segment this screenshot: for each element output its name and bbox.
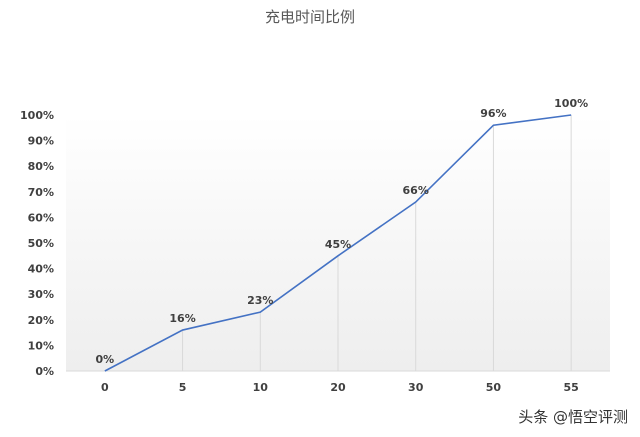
x-tick-label: 5 — [179, 381, 187, 394]
y-tick-label: 60% — [28, 211, 54, 224]
y-tick-label: 30% — [28, 288, 54, 301]
x-tick-label: 0 — [101, 381, 109, 394]
data-labels: 0% 16% 23% 45% 66% 96% 100% — [96, 97, 589, 366]
data-label: 16% — [169, 312, 195, 325]
x-tick-label: 30 — [408, 381, 424, 394]
data-label: 96% — [480, 107, 506, 120]
y-tick-label: 100% — [20, 109, 54, 122]
data-label: 66% — [403, 184, 429, 197]
y-tick-label: 80% — [28, 160, 54, 173]
watermark: 头条 @悟空评测 — [518, 408, 628, 426]
y-axis: 0% 10% 20% 30% 40% 50% 60% 70% 80% 90% 100% — [20, 109, 54, 378]
data-label: 23% — [247, 294, 273, 307]
y-tick-label: 50% — [28, 237, 54, 250]
chart-title: 充电时间比例 — [265, 8, 355, 26]
x-axis: 0 5 10 20 30 50 55 — [101, 381, 579, 394]
data-label: 45% — [325, 238, 351, 251]
y-tick-label: 20% — [28, 314, 54, 327]
x-tick-label: 50 — [486, 381, 502, 394]
series-line — [104, 114, 572, 372]
data-label: 0% — [96, 353, 115, 366]
drop-lines — [182, 115, 572, 371]
y-tick-label: 0% — [35, 365, 54, 378]
y-tick-label: 10% — [28, 339, 54, 352]
y-tick-label: 70% — [28, 186, 54, 199]
x-tick-label: 20 — [330, 381, 346, 394]
y-tick-label: 90% — [28, 135, 54, 148]
data-label: 100% — [554, 97, 588, 110]
x-tick-label: 10 — [253, 381, 269, 394]
x-tick-label: 55 — [563, 381, 578, 394]
y-tick-label: 40% — [28, 263, 54, 276]
